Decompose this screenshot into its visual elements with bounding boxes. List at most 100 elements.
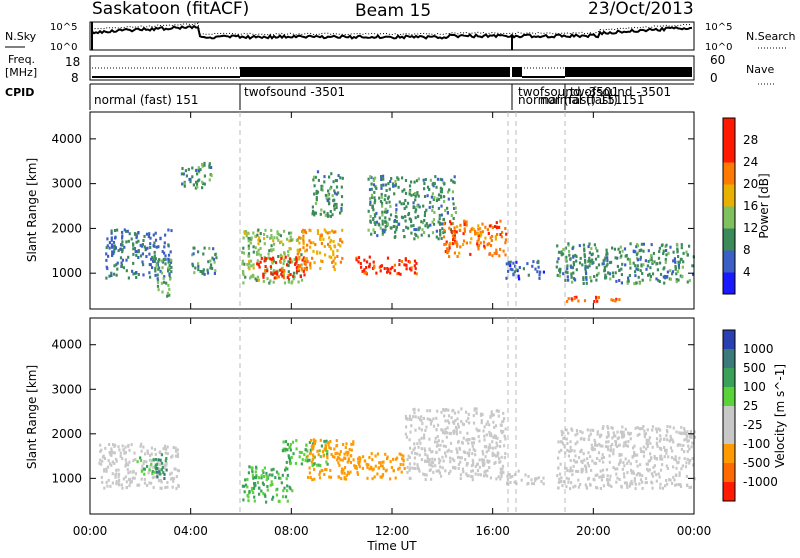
- data-cell: [499, 467, 502, 471]
- data-cell: [381, 210, 384, 214]
- data-cell: [375, 271, 378, 275]
- data-cell: [336, 458, 339, 462]
- data-cell: [372, 266, 375, 270]
- data-cell: [384, 183, 388, 187]
- data-cell: [567, 278, 570, 282]
- data-cell: [278, 233, 281, 236]
- data-cell: [303, 273, 306, 277]
- data-cell: [556, 273, 559, 277]
- data-cell: [341, 256, 344, 260]
- data-cell: [122, 448, 125, 452]
- data-cell: [631, 455, 634, 459]
- data-cell: [581, 431, 584, 435]
- data-cell: [462, 470, 465, 474]
- data-cell: [422, 178, 425, 182]
- data-cell: [423, 436, 426, 440]
- freq-trace-e: [565, 67, 692, 77]
- data-cell: [305, 267, 308, 271]
- data-cell: [106, 237, 109, 241]
- data-cell: [311, 212, 314, 216]
- data-cell: [590, 279, 593, 283]
- data-cell: [425, 473, 428, 477]
- data-cell: [567, 297, 570, 301]
- data-cell: [329, 187, 332, 191]
- data-cell: [287, 277, 291, 281]
- data-cell: [478, 465, 481, 469]
- data-cell: [621, 434, 624, 438]
- data-cell: [424, 210, 427, 214]
- data-cell: [579, 256, 582, 260]
- data-cell: [615, 440, 618, 444]
- data-cell: [686, 457, 689, 461]
- data-cell: [248, 465, 251, 469]
- data-cell: [537, 261, 540, 265]
- data-cell: [496, 436, 499, 440]
- data-cell: [254, 483, 257, 487]
- data-cell: [586, 265, 589, 269]
- data-cell: [273, 276, 276, 280]
- data-cell: [261, 469, 264, 473]
- data-cell: [135, 253, 138, 257]
- data-cell: [626, 444, 629, 448]
- data-cell: [193, 246, 196, 250]
- data-cell: [614, 271, 617, 275]
- data-cell: [369, 214, 372, 218]
- data-cell: [277, 255, 280, 258]
- data-cell: [327, 189, 330, 193]
- data-cell: [113, 444, 116, 448]
- data-cell: [678, 260, 681, 264]
- data-cell: [597, 271, 600, 275]
- data-cell: [287, 270, 290, 274]
- data-cell: [325, 468, 328, 472]
- data-cell: [621, 249, 624, 253]
- data-cell: [405, 425, 408, 429]
- data-cell: [644, 259, 647, 263]
- data-cell: [286, 448, 289, 452]
- y-tick-label: 1000: [51, 266, 82, 280]
- data-cell: [415, 234, 418, 237]
- data-cell: [507, 260, 510, 264]
- data-cell: [328, 230, 331, 234]
- data-cell: [638, 249, 641, 253]
- data-cell: [127, 255, 130, 259]
- data-cell: [416, 442, 419, 446]
- data-cell: [417, 467, 420, 471]
- data-cell: [395, 220, 398, 223]
- data-cell: [149, 242, 152, 246]
- data-cell: [407, 260, 410, 263]
- data-cell: [374, 464, 377, 468]
- data-cell: [467, 412, 470, 416]
- data-cell: [663, 437, 666, 441]
- data-cell: [162, 471, 165, 475]
- data-cell: [476, 429, 479, 433]
- data-cell: [424, 452, 427, 456]
- data-cell: [156, 280, 160, 284]
- data-cell: [250, 236, 253, 240]
- data-cell: [393, 269, 396, 273]
- data-cell: [288, 257, 291, 261]
- data-cell: [409, 188, 412, 192]
- data-cell: [124, 450, 127, 454]
- data-cell: [167, 284, 170, 287]
- data-cell: [468, 452, 471, 455]
- data-cell: [413, 271, 416, 275]
- data-cell: [585, 281, 588, 285]
- data-cell: [448, 421, 451, 425]
- data-cell: [134, 250, 137, 253]
- data-cell: [618, 269, 621, 272]
- data-cell: [140, 469, 143, 473]
- data-cell: [531, 482, 534, 486]
- data-cell: [607, 481, 610, 485]
- data-cell: [629, 437, 632, 441]
- data-cell: [511, 474, 514, 478]
- data-cell: [481, 222, 484, 226]
- data-cell: [649, 275, 652, 278]
- data-cell: [517, 274, 520, 278]
- data-cell: [253, 482, 256, 485]
- data-cell: [614, 299, 617, 303]
- data-cell: [558, 268, 561, 272]
- data-cell: [534, 479, 537, 482]
- data-cell: [618, 443, 621, 447]
- data-cell: [566, 264, 569, 268]
- data-cell: [513, 480, 516, 484]
